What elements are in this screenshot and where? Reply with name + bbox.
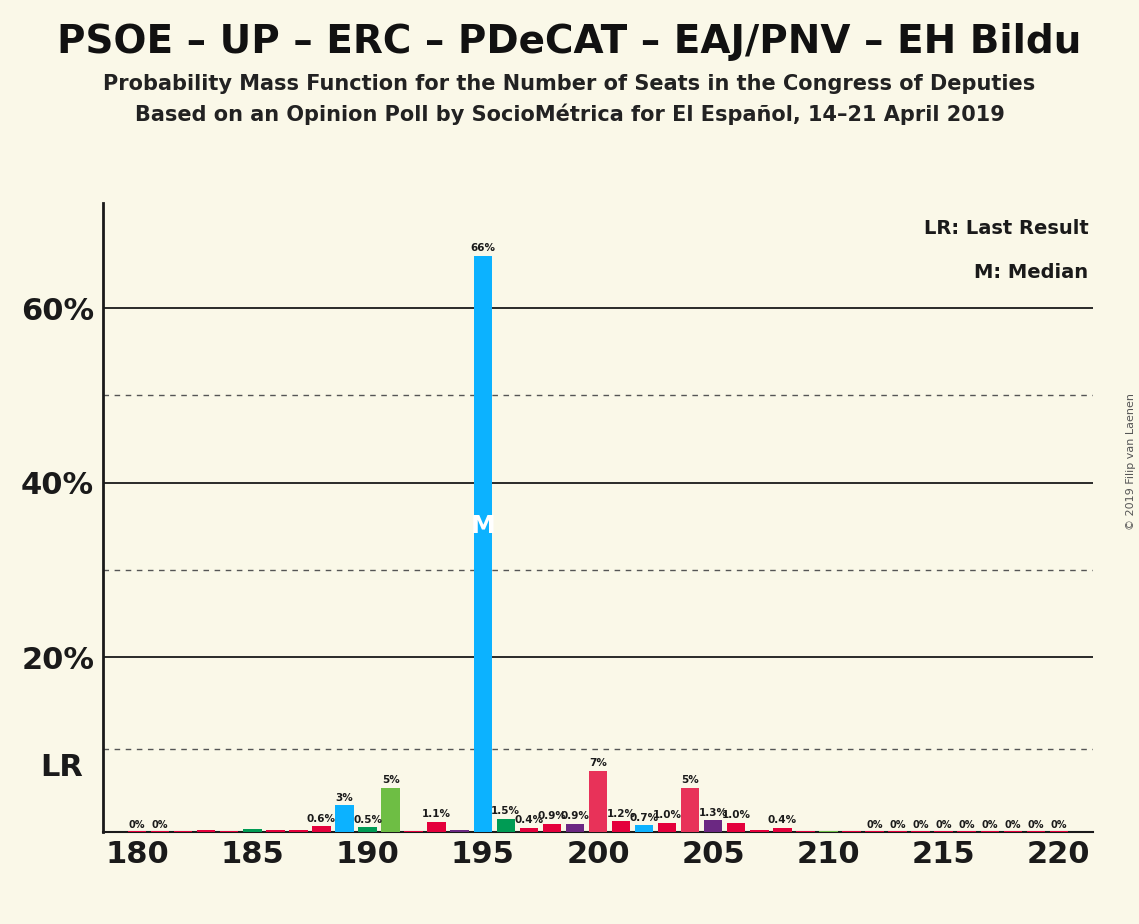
Bar [704, 821, 722, 832]
Text: 0.4%: 0.4% [515, 816, 543, 825]
Bar [519, 828, 538, 832]
Text: 0.5%: 0.5% [353, 815, 382, 824]
Text: 1.2%: 1.2% [607, 808, 636, 819]
Bar [359, 827, 377, 832]
Bar [243, 829, 262, 832]
Text: Probability Mass Function for the Number of Seats in the Congress of Deputies: Probability Mass Function for the Number… [104, 74, 1035, 94]
Text: 0%: 0% [935, 820, 952, 830]
Text: 0%: 0% [1027, 820, 1044, 830]
Bar [542, 824, 562, 832]
Bar [451, 830, 469, 832]
Text: 0%: 0% [867, 820, 883, 830]
Text: 1.5%: 1.5% [491, 806, 521, 816]
Text: © 2019 Filip van Laenen: © 2019 Filip van Laenen [1126, 394, 1136, 530]
Text: 7%: 7% [589, 758, 607, 768]
Bar [335, 806, 354, 832]
Bar [773, 828, 792, 832]
Text: LR: LR [40, 753, 83, 782]
Bar [427, 822, 445, 832]
Bar [681, 788, 699, 832]
Text: PSOE – UP – ERC – PDeCAT – EAJ/PNV – EH Bildu: PSOE – UP – ERC – PDeCAT – EAJ/PNV – EH … [57, 23, 1082, 61]
Text: 3%: 3% [336, 793, 353, 803]
Text: 0.4%: 0.4% [768, 816, 797, 825]
Bar [751, 830, 769, 832]
Text: 66%: 66% [470, 243, 495, 253]
Text: M: M [470, 514, 495, 538]
Text: 1.0%: 1.0% [653, 810, 681, 821]
Text: 5%: 5% [382, 775, 400, 785]
Text: 1.0%: 1.0% [722, 810, 751, 821]
Bar [267, 830, 285, 832]
Bar [497, 819, 515, 832]
Bar [312, 826, 330, 832]
Bar [634, 825, 654, 832]
Text: LR: Last Result: LR: Last Result [924, 219, 1089, 238]
Text: 0%: 0% [1050, 820, 1067, 830]
Text: 1.3%: 1.3% [698, 808, 728, 818]
Text: 0.9%: 0.9% [560, 811, 589, 821]
Bar [727, 823, 745, 832]
Text: M: Median: M: Median [974, 263, 1089, 282]
Bar [289, 830, 308, 832]
Text: 0%: 0% [129, 820, 146, 830]
Text: 0.6%: 0.6% [306, 814, 336, 824]
Text: 0%: 0% [958, 820, 975, 830]
Text: 1.1%: 1.1% [423, 809, 451, 820]
Text: 0%: 0% [912, 820, 928, 830]
Bar [589, 771, 607, 832]
Text: 0%: 0% [982, 820, 998, 830]
Bar [658, 823, 677, 832]
Bar [474, 256, 492, 832]
Text: 0.9%: 0.9% [538, 811, 566, 821]
Text: 0%: 0% [151, 820, 169, 830]
Text: Based on an Opinion Poll by SocioMétrica for El Español, 14–21 April 2019: Based on an Opinion Poll by SocioMétrica… [134, 103, 1005, 125]
Bar [382, 788, 400, 832]
Text: 5%: 5% [681, 775, 699, 785]
Bar [566, 824, 584, 832]
Bar [612, 821, 630, 832]
Text: 0%: 0% [890, 820, 906, 830]
Text: 0.7%: 0.7% [630, 813, 658, 823]
Text: 0%: 0% [1005, 820, 1021, 830]
Bar [197, 830, 215, 832]
